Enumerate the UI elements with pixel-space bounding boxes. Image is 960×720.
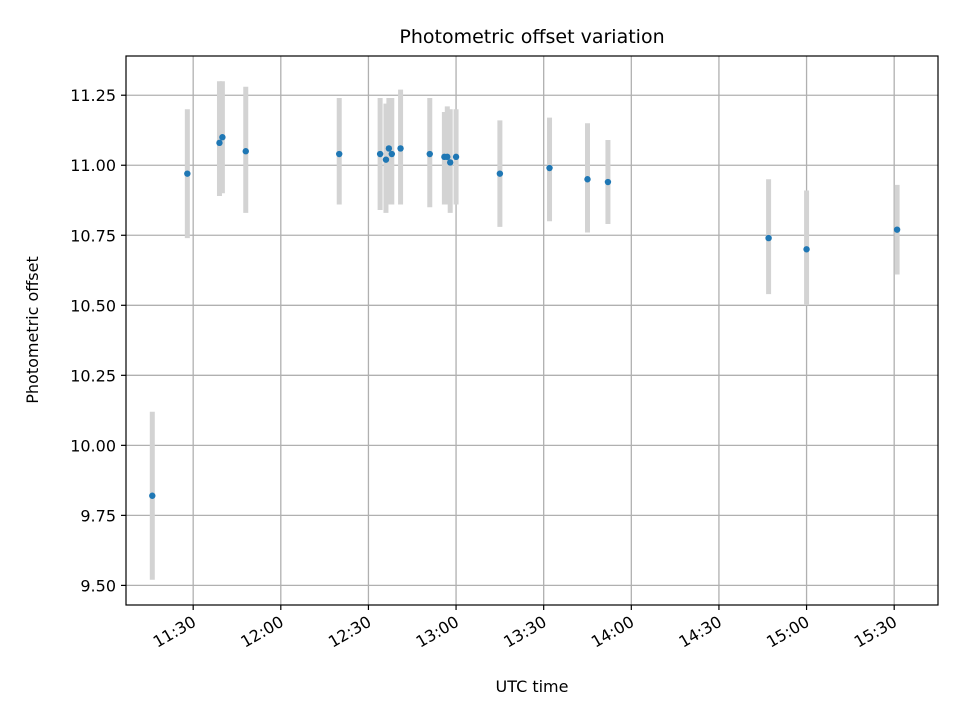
data-point <box>336 150 343 158</box>
y-tick-label: 9.75 <box>80 506 116 525</box>
y-tick-label: 10.00 <box>70 436 116 455</box>
data-point <box>382 156 390 163</box>
data-point <box>452 153 460 161</box>
data-point <box>584 176 591 183</box>
plot-frame <box>125 55 939 606</box>
data-point <box>496 170 504 177</box>
y-tick-label: 9.50 <box>80 576 116 595</box>
data-point <box>803 246 810 253</box>
data-point <box>242 148 249 155</box>
data-point <box>444 153 451 161</box>
data-point <box>216 139 223 147</box>
data-point <box>447 159 454 166</box>
y-axis: 9.50 9.75 10.00 10.25 10.50 10.75 11.00 11.25 <box>70 86 126 595</box>
y-tick-label: 10.75 <box>70 226 116 245</box>
data-point <box>893 226 901 233</box>
y-tick-label: 10.25 <box>70 366 116 385</box>
data-point <box>184 170 191 177</box>
data-point <box>376 150 384 158</box>
y-tick-label: 11.00 <box>70 156 116 175</box>
data-point <box>219 134 226 141</box>
data-point <box>385 145 393 152</box>
x-axis-label: UTC time <box>496 677 569 696</box>
data-point <box>397 145 404 152</box>
y-tick-label: 10.50 <box>70 296 116 315</box>
data-point <box>388 150 395 158</box>
chart-title: Photometric offset variation <box>399 26 664 48</box>
y-axis-label: Photometric offset <box>23 256 42 404</box>
data-point <box>765 234 772 242</box>
data-points <box>149 134 901 499</box>
data-point <box>426 150 433 158</box>
data-point <box>604 178 612 186</box>
data-point <box>149 492 156 499</box>
y-tick-label: 11.25 <box>70 86 116 105</box>
data-point <box>546 164 553 172</box>
